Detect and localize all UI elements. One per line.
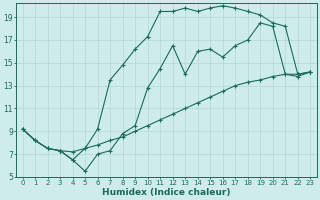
X-axis label: Humidex (Indice chaleur): Humidex (Indice chaleur) xyxy=(102,188,231,197)
